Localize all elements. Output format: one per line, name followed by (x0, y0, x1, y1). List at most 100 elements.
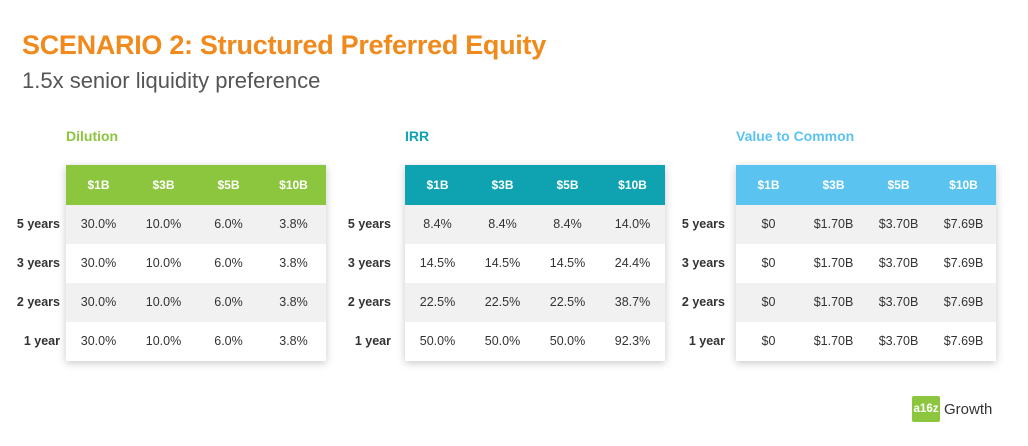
column-header: $1B (87, 178, 110, 192)
row-label: 2 years (347, 295, 391, 309)
table-header: $1B $3B $5B $10B (405, 165, 665, 205)
table-cell: 14.5% (549, 256, 586, 270)
table-row: 30.0% 10.0% 6.0% 3.8% (66, 244, 326, 283)
table-cell: $0 (761, 217, 776, 231)
table-row: 50.0% 50.0% 50.0% 92.3% (405, 322, 665, 361)
column-header: $5B (556, 178, 579, 192)
table-header: $1B $3B $5B $10B (66, 165, 326, 205)
column-header: $5B (887, 178, 910, 192)
table-cell: 92.3% (614, 334, 651, 348)
table-cell: $3.70B (878, 217, 919, 231)
table-row: $0 $1.70B $3.70B $7.69B (736, 205, 996, 244)
table-cell: 38.7% (614, 295, 651, 309)
table-cell: 22.5% (419, 295, 456, 309)
irr-row-labels: 5 years 3 years 2 years 1 year (331, 205, 391, 361)
table-header: $1B $3B $5B $10B (736, 165, 996, 205)
row-label: 2 years (16, 295, 60, 309)
table-cell: 6.0% (214, 295, 243, 309)
table-cell: 30.0% (80, 334, 117, 348)
table-cell: 14.5% (419, 256, 456, 270)
table-row: 30.0% 10.0% 6.0% 3.8% (66, 322, 326, 361)
table-row: $0 $1.70B $3.70B $7.69B (736, 244, 996, 283)
table-row: 30.0% 10.0% 6.0% 3.8% (66, 283, 326, 322)
table-cell: $3.70B (878, 334, 919, 348)
table-cell: 30.0% (80, 217, 117, 231)
table-cell: $0 (761, 295, 776, 309)
table-cell: 10.0% (145, 295, 182, 309)
table-row: $0 $1.70B $3.70B $7.69B (736, 322, 996, 361)
row-label: 1 year (23, 334, 60, 348)
row-label: 3 years (16, 256, 60, 270)
table-cell: $7.69B (943, 295, 984, 309)
table-cell: 6.0% (214, 217, 243, 231)
row-label: 3 years (681, 256, 725, 270)
table-row: 14.5% 14.5% 14.5% 24.4% (405, 244, 665, 283)
table-cell: $7.69B (943, 256, 984, 270)
dilution-row-labels: 5 years 3 years 2 years 1 year (0, 205, 60, 361)
table-cell: 3.8% (279, 295, 308, 309)
column-header: $1B (426, 178, 449, 192)
table-cell: $3.70B (878, 295, 919, 309)
table-cell: $1.70B (813, 217, 854, 231)
row-label: 3 years (347, 256, 391, 270)
table-cell: $1.70B (813, 334, 854, 348)
table-cell: 50.0% (419, 334, 456, 348)
value-to-common-table: $1B $3B $5B $10B $0 $1.70B $3.70B $7.69B… (736, 165, 996, 361)
table-cell: 14.5% (484, 256, 521, 270)
table-cell: 10.0% (145, 256, 182, 270)
table-cell: 50.0% (484, 334, 521, 348)
table-cell: $1.70B (813, 295, 854, 309)
table-row: 22.5% 22.5% 22.5% 38.7% (405, 283, 665, 322)
table-cell: $7.69B (943, 334, 984, 348)
table-cell: 30.0% (80, 256, 117, 270)
table-row: $0 $1.70B $3.70B $7.69B (736, 283, 996, 322)
table-cell: 8.4% (423, 217, 452, 231)
value-to-common-label: Value to Common (736, 128, 855, 144)
table-cell: 3.8% (279, 217, 308, 231)
row-label: 5 years (681, 217, 725, 231)
table-cell: $0 (761, 334, 776, 348)
table-cell: $7.69B (943, 217, 984, 231)
row-label: 5 years (347, 217, 391, 231)
table-cell: 3.8% (279, 334, 308, 348)
a16z-growth-logo: a16z Growth (912, 396, 992, 422)
table-cell: 22.5% (549, 295, 586, 309)
a16z-logo-mark: a16z (912, 396, 940, 422)
table-cell: $3.70B (878, 256, 919, 270)
table-cell: 24.4% (614, 256, 651, 270)
column-header: $1B (757, 178, 780, 192)
table-cell: 22.5% (484, 295, 521, 309)
table-cell: $1.70B (813, 256, 854, 270)
table-cell: 3.8% (279, 256, 308, 270)
column-header: $10B (618, 178, 647, 192)
column-header: $3B (152, 178, 175, 192)
value-to-common-row-labels: 5 years 3 years 2 years 1 year (665, 205, 725, 361)
slide-subtitle: 1.5x senior liquidity preference (22, 68, 321, 93)
table-row: 8.4% 8.4% 8.4% 14.0% (405, 205, 665, 244)
table-cell: 6.0% (214, 256, 243, 270)
column-header: $10B (279, 178, 308, 192)
table-cell: 10.0% (145, 334, 182, 348)
table-cell: 14.0% (614, 217, 651, 231)
slide-title: SCENARIO 2: Structured Preferred Equity (22, 30, 546, 60)
column-header: $3B (822, 178, 845, 192)
table-cell: 50.0% (549, 334, 586, 348)
table-row: 30.0% 10.0% 6.0% 3.8% (66, 205, 326, 244)
dilution-label: Dilution (66, 128, 119, 144)
irr-label: IRR (405, 128, 430, 144)
table-cell: 8.4% (488, 217, 517, 231)
table-cell: 8.4% (553, 217, 582, 231)
column-header: $3B (491, 178, 514, 192)
row-label: 5 years (16, 217, 60, 231)
table-cell: 30.0% (80, 295, 117, 309)
column-header: $5B (217, 178, 240, 192)
row-label: 2 years (681, 295, 725, 309)
table-cell: $0 (761, 256, 776, 270)
table-cell: 10.0% (145, 217, 182, 231)
dilution-table: $1B $3B $5B $10B 30.0% 10.0% 6.0% 3.8% 3… (66, 165, 326, 361)
table-cell: 6.0% (214, 334, 243, 348)
row-label: 1 year (354, 334, 391, 348)
column-header: $10B (949, 178, 978, 192)
row-label: 1 year (688, 334, 725, 348)
logo-wordmark: Growth (944, 400, 993, 418)
